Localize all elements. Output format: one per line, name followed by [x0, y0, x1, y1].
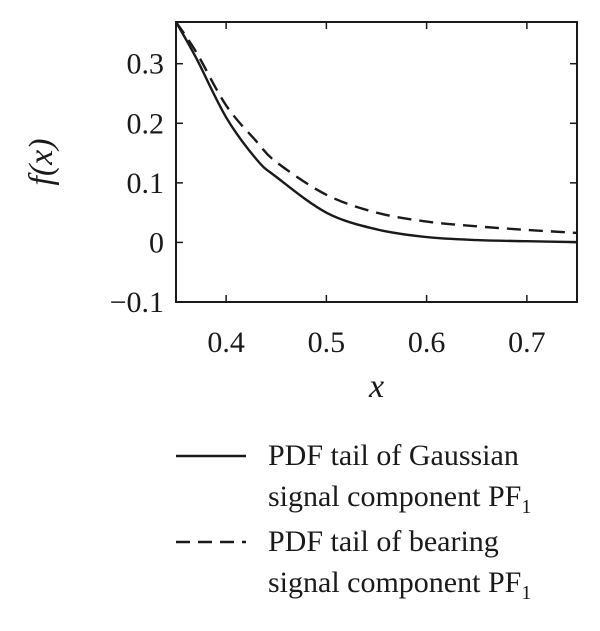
y-axis-label: f(x) — [23, 138, 60, 185]
x-tick-label: 0.7 — [508, 326, 546, 359]
y-axis: −0.1 0 0.1 0.2 0.3 — [110, 48, 577, 319]
legend-label-line2: signal component PF1 — [268, 566, 531, 604]
legend-label-line2: signal component PF1 — [268, 480, 531, 518]
y-tick-label: 0.3 — [127, 48, 165, 81]
x-tick-label: 0.5 — [308, 326, 346, 359]
plot-area — [175, 21, 578, 303]
y-tick-label: 0 — [149, 226, 164, 259]
y-tick-label: −0.1 — [110, 286, 164, 319]
y-tick-label: 0.2 — [127, 107, 165, 140]
legend-label-main: signal component PF — [268, 566, 521, 599]
x-tick-label: 0.6 — [408, 326, 446, 359]
x-axis-label: x — [368, 368, 384, 405]
series-line-gaussian — [176, 22, 577, 244]
legend-label-main: signal component PF — [268, 480, 521, 513]
y-tick-label: 0.1 — [127, 167, 165, 200]
legend-label-subscript: 1 — [521, 582, 531, 604]
legend-label-line1: PDF tail of bearing — [268, 525, 499, 558]
legend-label-line1: PDF tail of Gaussian — [268, 439, 519, 472]
series-layer — [176, 22, 577, 244]
x-tick-label: 0.4 — [207, 326, 245, 359]
plot-frame — [175, 21, 578, 303]
legend-label-subscript: 1 — [521, 496, 531, 518]
series-line-bearing — [176, 22, 577, 235]
x-axis: 0.4 0.5 0.6 0.7 — [207, 22, 546, 359]
